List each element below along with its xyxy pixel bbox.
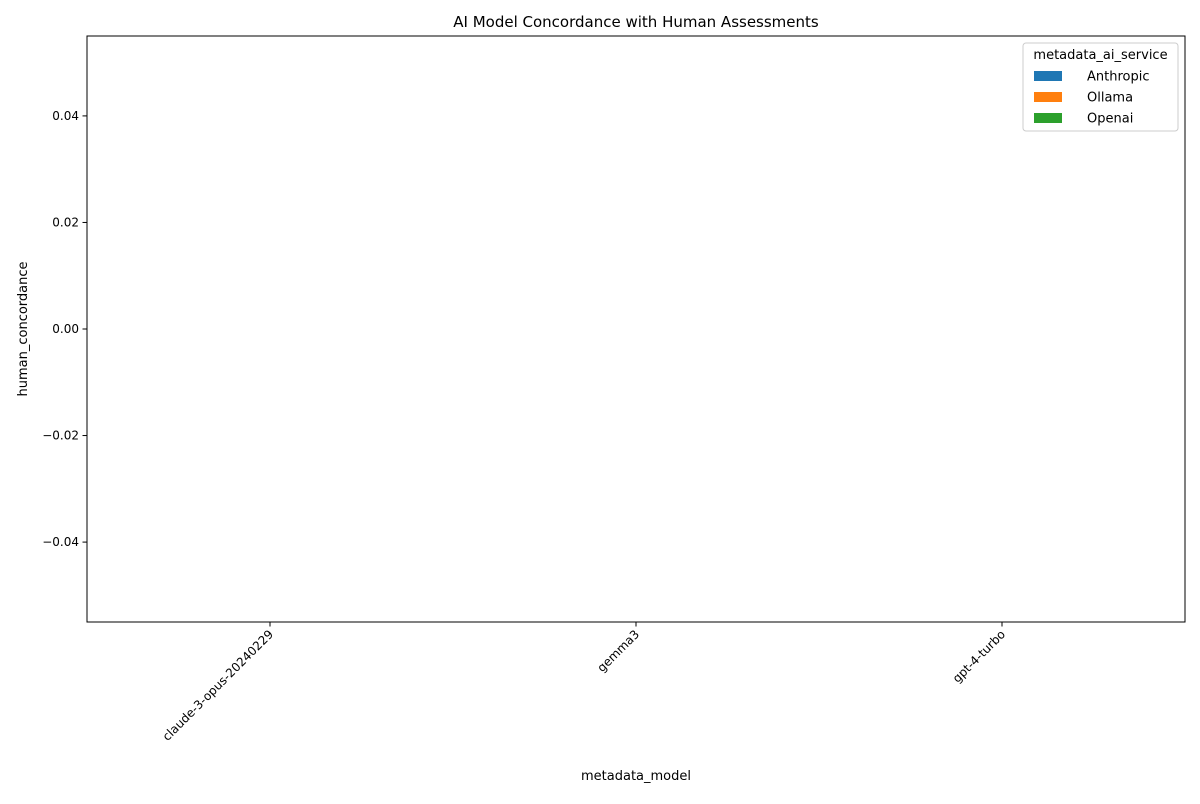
legend-swatch-ollama [1034,92,1062,102]
y-tick-label: −0.02 [42,429,79,443]
y-axis: −0.04 −0.02 0.00 0.02 0.04 [42,109,87,549]
chart-title: AI Model Concordance with Human Assessme… [453,13,819,31]
legend-entries: Anthropic Ollama Openai [1034,70,1150,127]
y-tick-label: −0.04 [42,535,79,549]
legend-label-anthropic: Anthropic [1087,70,1150,85]
legend: metadata_ai_service Anthropic Ollama Opena… [1022,42,1179,132]
legend-swatch-openai [1034,113,1062,123]
legend-title: metadata_ai_service [1033,48,1167,63]
legend-swatch-anthropic [1034,71,1062,81]
y-tick-label: 0.02 [52,215,79,229]
legend-frame [1022,42,1179,132]
legend-label-ollama: Ollama [1087,91,1133,106]
y-tick-label: 0.00 [52,322,79,336]
y-tick-label: 0.04 [52,109,79,123]
legend-label-openai: Openai [1087,112,1133,127]
x-axis-label: metadata_model [581,769,691,784]
y-axis-label: human_concordance [16,261,31,396]
